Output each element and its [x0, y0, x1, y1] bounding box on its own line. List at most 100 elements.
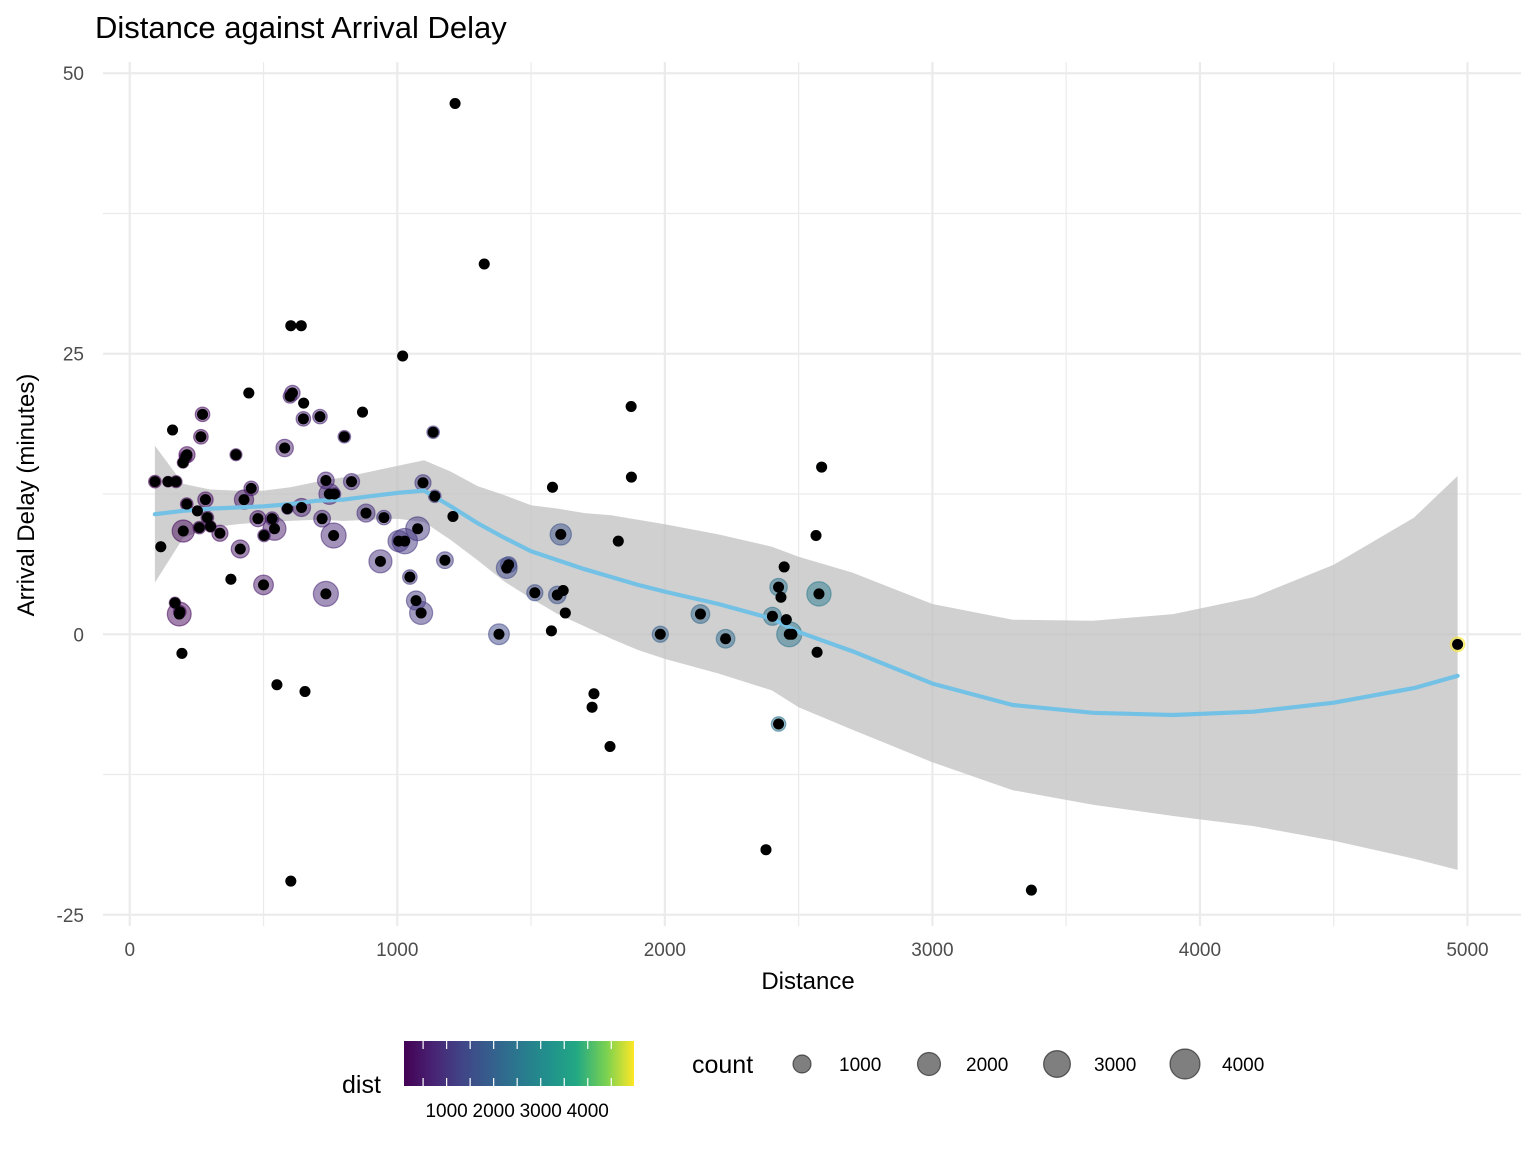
data-point — [654, 628, 666, 640]
data-point — [271, 679, 283, 691]
data-point — [328, 488, 340, 500]
data-point — [169, 597, 181, 609]
data-point — [338, 431, 350, 443]
data-point — [374, 555, 386, 567]
y-axis-title: Arrival Delay (minutes) — [13, 374, 40, 617]
chart-title: Distance against Arrival Delay — [95, 10, 507, 45]
data-point — [316, 513, 328, 525]
data-point — [201, 512, 213, 524]
data-point — [775, 591, 787, 603]
data-point — [720, 633, 732, 645]
colorbar-tick-label: 4000 — [567, 1101, 609, 1122]
x-tick-label: 2000 — [644, 940, 686, 961]
data-point — [588, 688, 600, 700]
size-legend-label: 4000 — [1222, 1055, 1264, 1076]
data-point — [780, 614, 792, 626]
colorbar-tick-label: 2000 — [473, 1101, 515, 1122]
x-tick-label: 0 — [124, 940, 135, 961]
data-point — [694, 608, 706, 620]
y-tick-label: 0 — [73, 625, 84, 646]
data-point — [604, 740, 616, 752]
data-point — [503, 559, 515, 571]
data-point — [439, 554, 451, 566]
data-point — [279, 442, 291, 454]
data-point — [478, 258, 490, 270]
data-point — [174, 606, 186, 618]
x-tick-label: 3000 — [911, 940, 953, 961]
x-tick-label: 4000 — [1179, 940, 1221, 961]
data-point — [813, 588, 825, 600]
size-legend-key — [916, 1051, 942, 1077]
color-legend-title: dist — [342, 1071, 381, 1099]
data-point — [296, 501, 308, 513]
data-point — [778, 561, 790, 573]
size-legend-key — [792, 1054, 812, 1074]
data-point — [205, 521, 217, 533]
data-point — [811, 646, 823, 658]
data-point — [399, 535, 411, 547]
data-point — [295, 320, 307, 332]
data-point — [559, 607, 571, 619]
x-tick-label: 5000 — [1446, 940, 1488, 961]
data-point — [258, 530, 270, 542]
data-point — [1025, 884, 1037, 896]
y-tick-label: 25 — [63, 345, 84, 366]
data-point — [167, 424, 179, 436]
size-legend-key — [1042, 1049, 1072, 1079]
data-point — [429, 490, 441, 502]
smooth-line — [152, 488, 1460, 718]
data-point — [320, 475, 332, 487]
y-tick-label: 50 — [63, 64, 84, 85]
data-point — [162, 476, 174, 488]
confidence-ribbon — [154, 445, 1458, 870]
data-point — [760, 844, 772, 856]
data-point — [181, 449, 193, 461]
data-point — [298, 397, 310, 409]
data-point — [191, 505, 203, 517]
data-point — [214, 527, 226, 539]
data-point — [285, 875, 297, 887]
data-point — [773, 718, 785, 730]
smooth-line-layer — [152, 488, 1460, 718]
data-point — [268, 523, 280, 535]
data-point — [360, 507, 372, 519]
data-point — [346, 476, 358, 488]
y-tick-label: -25 — [57, 906, 84, 927]
data-point — [417, 477, 429, 489]
data-point — [177, 525, 189, 537]
data-point — [415, 607, 427, 619]
data-point — [149, 476, 161, 488]
data-point — [586, 701, 598, 713]
data-point — [328, 530, 340, 542]
data-point — [243, 387, 255, 399]
data-point — [766, 610, 778, 622]
data-point — [378, 512, 390, 524]
data-point — [285, 320, 297, 332]
data-point — [810, 530, 822, 542]
colorbar-tick-label: 1000 — [425, 1101, 467, 1122]
size-legend-title: count — [692, 1051, 753, 1079]
data-point — [427, 426, 439, 438]
y-axis-ticks: -25 0 25 50 — [57, 64, 84, 927]
data-point — [245, 482, 257, 494]
data-point — [225, 573, 237, 585]
data-point — [230, 449, 242, 461]
data-point — [199, 494, 211, 506]
data-point — [557, 584, 569, 596]
size-legend-label: 3000 — [1094, 1055, 1136, 1076]
data-point — [546, 481, 558, 493]
data-point — [357, 406, 369, 418]
data-point — [234, 543, 246, 555]
data-point — [493, 628, 505, 640]
data-point — [281, 503, 293, 515]
data-point — [773, 581, 785, 593]
size-legend-label: 2000 — [966, 1055, 1008, 1076]
data-point — [555, 528, 567, 540]
data-point — [412, 523, 424, 535]
data-point — [252, 513, 264, 525]
colorbar — [404, 1041, 634, 1086]
data-point — [320, 588, 332, 600]
data-point — [258, 579, 270, 591]
data-point — [193, 522, 205, 534]
